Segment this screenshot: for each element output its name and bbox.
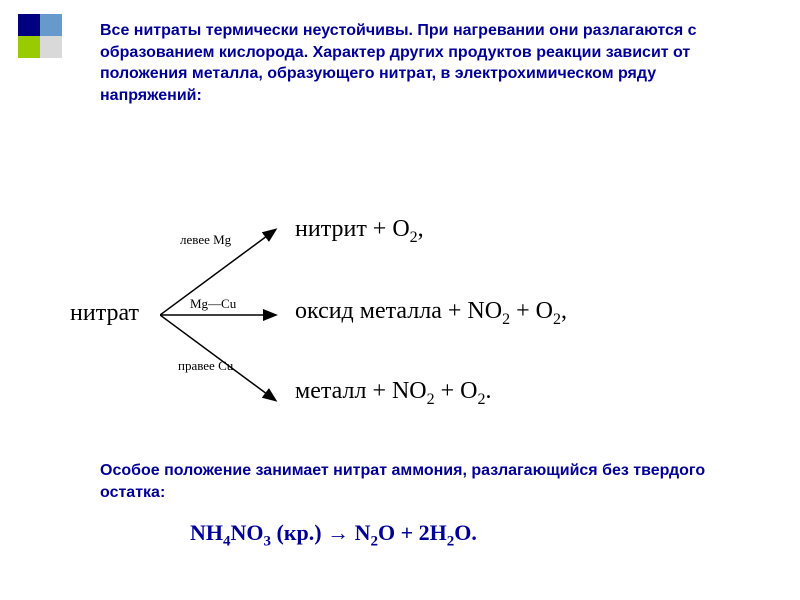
deco-square	[18, 36, 40, 58]
decomposition-diagram: нитрат левее Mg Mg—Cu правее Cu нитрит +…	[70, 200, 730, 430]
deco-square	[40, 36, 62, 58]
branch-product: оксид металла + NO2 + O2,	[295, 298, 567, 325]
corner-decoration	[18, 14, 72, 68]
special-note: Особое положение занимает нитрат аммония…	[100, 460, 740, 503]
branch-cond: правее Cu	[178, 358, 233, 374]
branch-cond: левее Mg	[180, 232, 231, 248]
branch-product: нитрит + O2,	[295, 216, 424, 243]
branch-cond: Mg—Cu	[190, 296, 236, 312]
deco-square	[40, 14, 62, 36]
ammonium-nitrate-equation: NH4NO3 (кр.) → N2O + 2H2O.	[190, 520, 477, 546]
slide: Все нитраты термически неустойчивы. При …	[0, 0, 800, 600]
branch-product: металл + NO2 + O2.	[295, 378, 492, 405]
slide-title: Все нитраты термически неустойчивы. При …	[100, 20, 740, 106]
diagram-source: нитрат	[70, 300, 139, 327]
deco-square	[18, 14, 40, 36]
